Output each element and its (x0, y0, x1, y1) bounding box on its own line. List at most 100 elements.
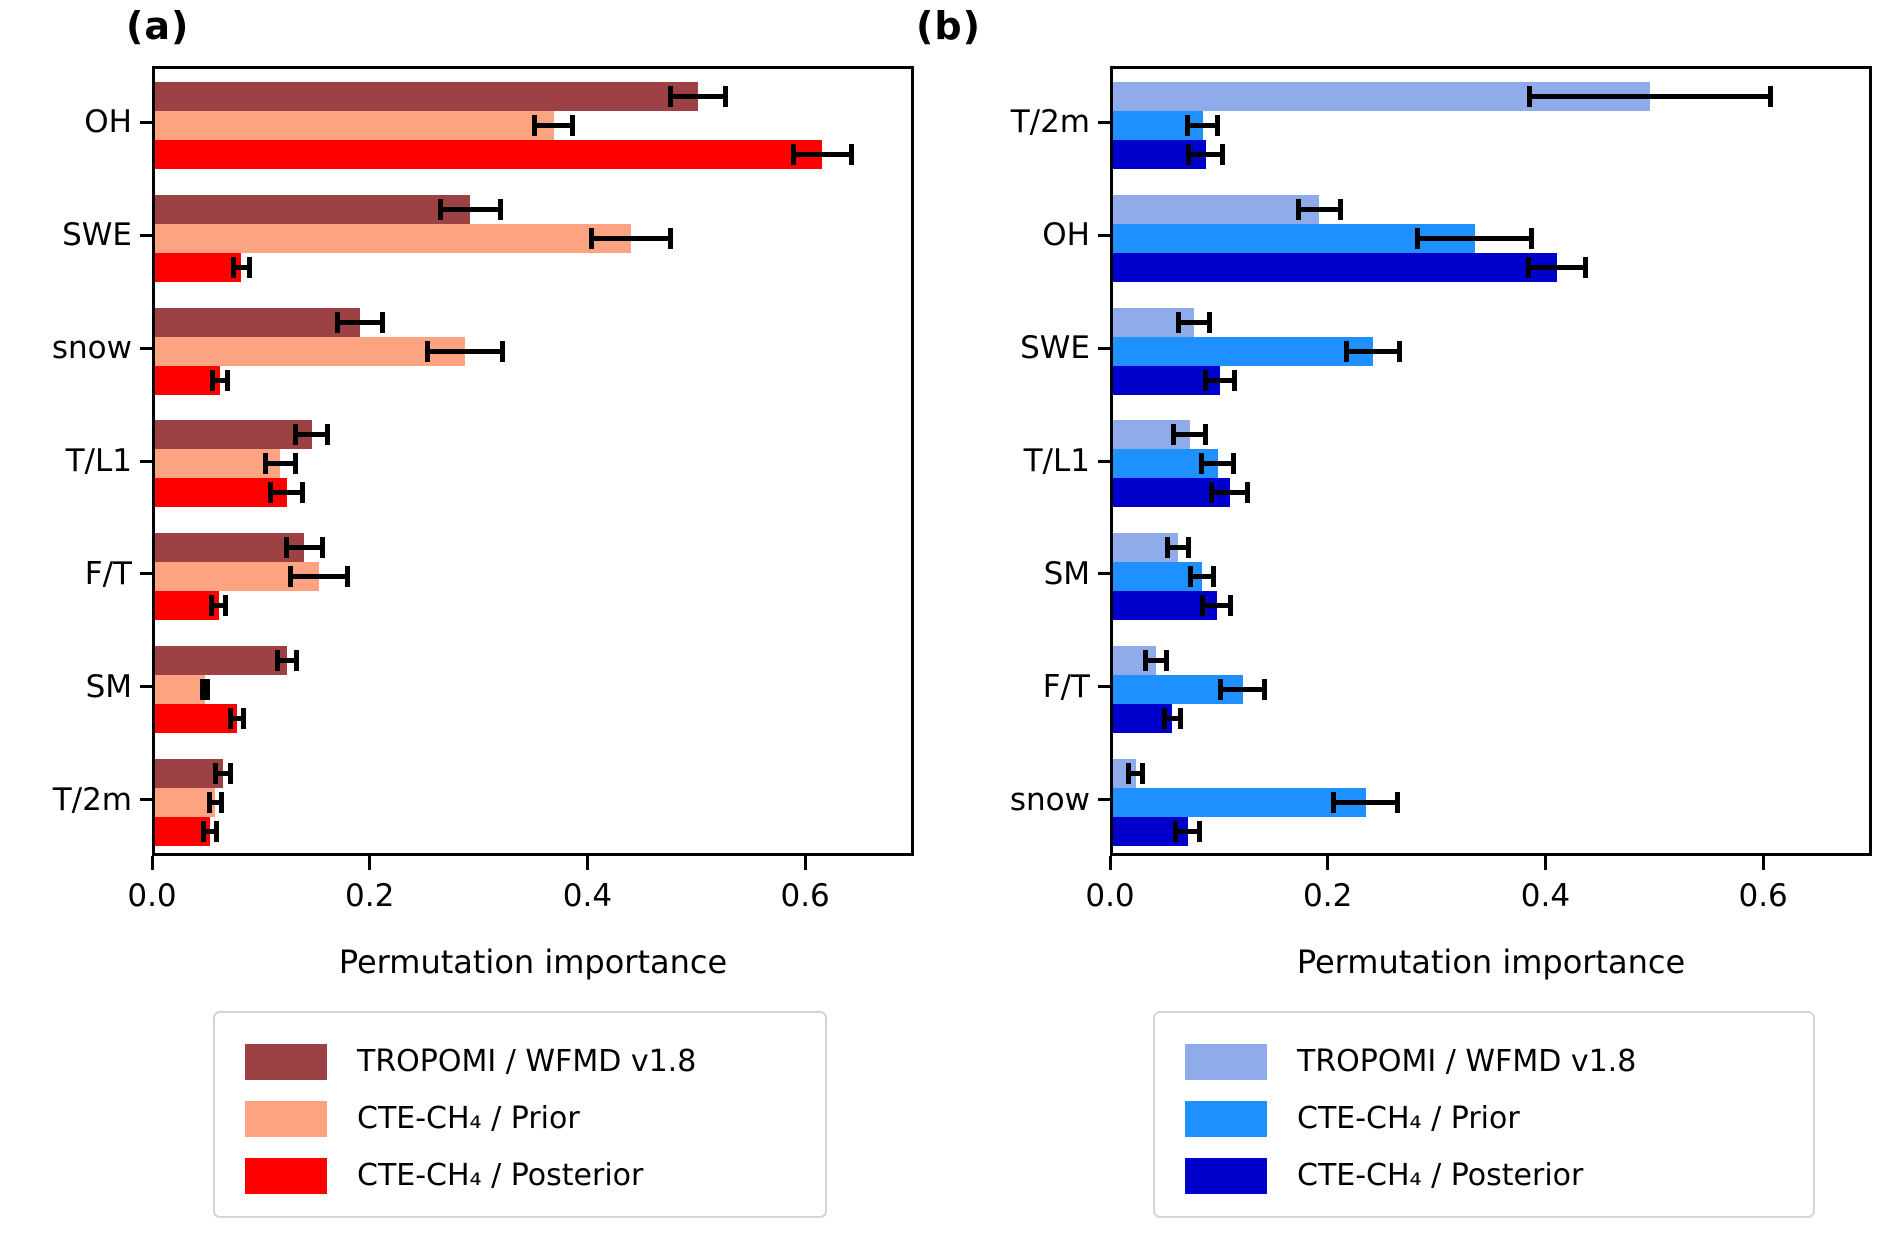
error-bar-SWE-series-1 (1344, 337, 1403, 366)
error-bar-cap (227, 763, 233, 785)
error-bar-OH-series-2 (1525, 253, 1589, 282)
error-bar-cap (1245, 482, 1251, 504)
error-bar-line (279, 658, 294, 664)
x-tick-label-0.4: 0.4 (1520, 878, 1571, 914)
error-bar-cap (1143, 650, 1149, 672)
error-bar-cap (1227, 595, 1233, 617)
error-bar-cap (1295, 198, 1301, 220)
y-tick-SWE (140, 233, 152, 237)
bar-SM-series-2 (1113, 591, 1217, 621)
error-bar-OH-series-1 (1415, 224, 1535, 253)
error-bar-cap (263, 453, 268, 475)
error-bar-line (1191, 151, 1221, 157)
x-tick-0.6 (803, 856, 807, 870)
error-bar-cap (293, 650, 299, 672)
error-bar-cap (425, 340, 430, 362)
error-bar-cap (209, 595, 214, 617)
error-bar-cap (589, 227, 595, 249)
error-bar-cap (1164, 650, 1170, 672)
error-bar-cap (1209, 482, 1215, 504)
error-bar-SWE-series-0 (437, 195, 503, 224)
error-bar-line (1204, 461, 1232, 467)
legend-label-tropomi: TROPOMI / WFMD v1.8 (357, 1044, 697, 1079)
error-bar-cap (210, 369, 216, 391)
error-bar-line (215, 377, 225, 383)
legend-label-posterior: CTE-CH₄ / Posterior (1297, 1158, 1584, 1193)
error-bar-F/T-series-2 (209, 591, 229, 620)
error-bar-line (672, 93, 724, 99)
x-tick-label-0.0: 0.0 (1085, 878, 1135, 914)
error-bar-cap (1203, 424, 1209, 446)
legend-row: TROPOMI / WFMD v1.8 (1185, 1033, 1783, 1090)
legend-row: CTE-CH₄ / Prior (1185, 1090, 1783, 1147)
error-bar-cap (1217, 679, 1223, 701)
bar-snow-series-2 (155, 365, 220, 395)
bar-SM-series-1 (155, 675, 205, 705)
bar-T/2m-series-1 (155, 788, 216, 818)
error-bar-line (1180, 319, 1208, 325)
bar-OH-series-2 (1113, 252, 1557, 282)
y-tick-OH (140, 120, 152, 124)
legend-row: CTE-CH₄ / Prior (245, 1090, 795, 1147)
x-tick-0.0 (1108, 856, 1112, 870)
error-bar-cap (848, 143, 854, 165)
y-tick-SM (1098, 572, 1110, 576)
error-bar-cap (1262, 679, 1268, 701)
error-bar-cap (247, 256, 253, 278)
bar-OH-series-2 (155, 139, 823, 169)
error-bar-cap (206, 792, 212, 814)
error-bar-OH-series-0 (667, 82, 729, 111)
error-bar-cap (1173, 821, 1179, 843)
error-bar-OH-series-1 (531, 111, 576, 140)
bar-T/2m-series-0 (155, 759, 224, 789)
error-bar-cap (1178, 708, 1184, 730)
error-bar-line (1207, 377, 1233, 383)
error-bar-T/2m-series-2 (201, 817, 219, 846)
error-bar-cap (1210, 566, 1216, 588)
error-bar-line (1336, 800, 1396, 806)
panel-b-legend: TROPOMI / WFMD v1.8 CTE-CH₄ / Prior CTE-… (1153, 1011, 1815, 1218)
bar-SWE-series-1 (1113, 336, 1374, 366)
error-bar-line (268, 461, 293, 467)
error-bar-T/L1-series-1 (263, 449, 298, 478)
error-bar-cap (1140, 763, 1146, 785)
category-label-SWE: SWE (62, 217, 132, 254)
error-bar-cap (335, 311, 341, 333)
error-bar-cap (380, 311, 386, 333)
panel-a-plot-area (152, 66, 914, 856)
legend-swatch-posterior (1185, 1157, 1267, 1194)
error-bar-SM-series-2 (228, 704, 246, 733)
error-bar-cap (205, 679, 211, 701)
error-bar-line (1205, 603, 1228, 609)
error-bar-T/2m-series-2 (1186, 140, 1226, 169)
error-bar-snow-series-0 (1125, 759, 1146, 788)
error-bar-line (796, 151, 849, 157)
y-tick-snow (1098, 798, 1110, 802)
error-bar-line (1190, 122, 1215, 128)
error-bar-SWE-series-2 (230, 253, 253, 282)
error-bar-cap (1207, 311, 1213, 333)
bar-F/T-series-0 (155, 533, 305, 563)
category-label-T/L1: T/L1 (1023, 443, 1090, 479)
bar-T/L1-series-1 (155, 449, 281, 479)
panel-b-xaxis-label: Permutation importance (1296, 943, 1686, 981)
bar-group-T/L1 (155, 408, 911, 521)
legend-swatch-prior (245, 1100, 327, 1137)
error-bar-T/2m-series-0 (1526, 82, 1773, 111)
error-bar-T/L1-series-2 (268, 478, 306, 507)
category-label-SM: SM (85, 668, 132, 705)
legend-swatch-prior (1185, 1100, 1267, 1137)
error-bar-T/L1-series-1 (1199, 449, 1237, 478)
x-tick-0.4 (1543, 856, 1547, 870)
error-bar-cap (1185, 114, 1191, 136)
error-bar-cap (1187, 566, 1193, 588)
category-label-OH: OH (1042, 217, 1090, 254)
error-bar-snow-series-2 (1173, 817, 1202, 846)
legend-label-tropomi: TROPOMI / WFMD v1.8 (1297, 1044, 1637, 1079)
error-bar-line (1166, 716, 1179, 722)
error-bar-cap (228, 708, 234, 730)
x-tick-label-0.0: 0.0 (127, 878, 177, 914)
y-tick-F/T (140, 572, 152, 576)
error-bar-line (211, 800, 220, 806)
